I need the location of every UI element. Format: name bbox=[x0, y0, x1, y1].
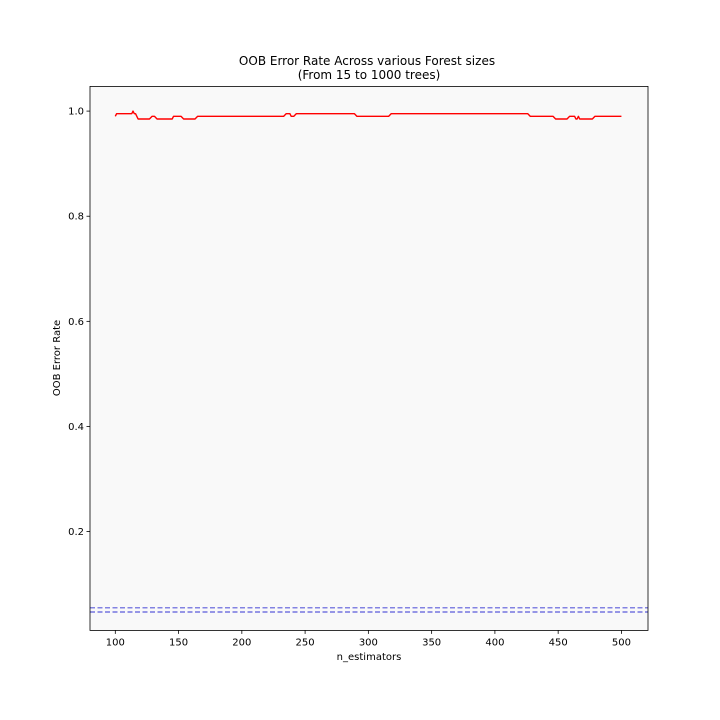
x-tick-label: 450 bbox=[549, 637, 568, 648]
x-axis-ticks: 100 150 200 250 300 350 400 450 500 bbox=[106, 630, 631, 648]
x-axis-label: n_estimators bbox=[337, 652, 402, 663]
plot-background bbox=[90, 86, 648, 631]
y-tick-label: 0.2 bbox=[68, 527, 84, 538]
x-tick-label: 100 bbox=[106, 637, 125, 648]
y-tick-label: 1.0 bbox=[68, 107, 84, 118]
x-tick-label: 400 bbox=[485, 637, 504, 648]
y-tick-label: 0.8 bbox=[68, 212, 84, 223]
plot-frame bbox=[89, 86, 649, 631]
x-tick-label: 350 bbox=[422, 637, 441, 648]
x-tick-label: 250 bbox=[296, 637, 315, 648]
reference-lines bbox=[90, 607, 648, 613]
x-tick-label: 300 bbox=[359, 637, 378, 648]
y-tick-label: 0.4 bbox=[68, 422, 84, 433]
chart-title: OOB Error Rate Across various Forest siz… bbox=[239, 54, 495, 68]
y-axis-label: OOB Error Rate bbox=[52, 320, 63, 396]
y-tick-label: 0.6 bbox=[68, 317, 84, 328]
series-line-1 bbox=[114, 110, 622, 120]
x-tick-label: 500 bbox=[612, 637, 631, 648]
series-group bbox=[114, 110, 622, 120]
x-tick-label: 200 bbox=[232, 637, 251, 648]
x-tick-label: 150 bbox=[169, 637, 188, 648]
y-axis-ticks: 0.2 0.4 0.6 0.8 1.0 bbox=[68, 107, 90, 538]
chart-subtitle: (From 15 to 1000 trees) bbox=[298, 68, 441, 82]
